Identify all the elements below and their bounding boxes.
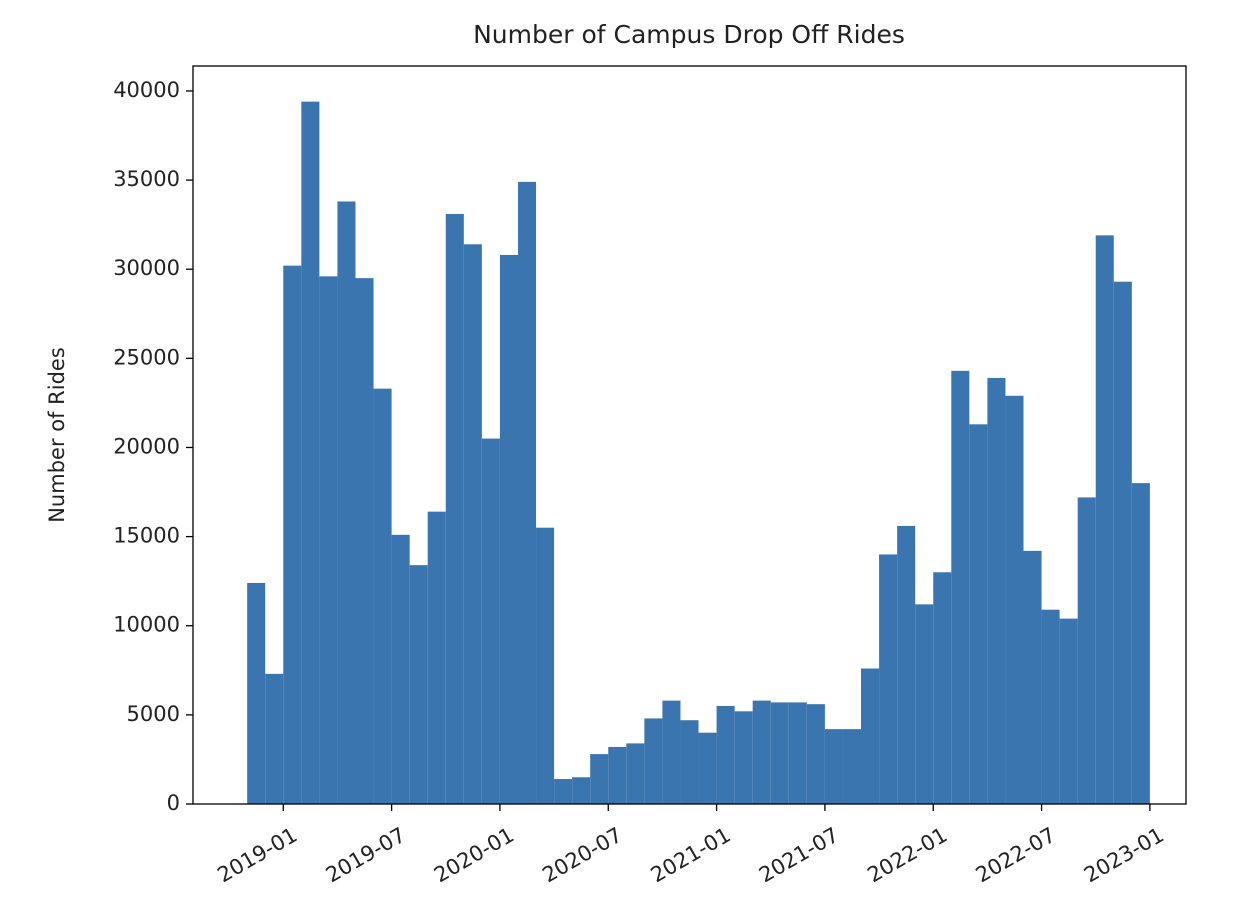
bar [662,700,681,804]
bar [247,582,266,804]
bar [409,565,428,804]
bar [879,554,898,804]
x-tick-label: 2023-01 [1080,823,1168,888]
bar [752,700,771,804]
bar [481,438,500,804]
bar [1113,281,1132,804]
bar [499,254,518,804]
bar [680,720,699,804]
y-tick-label: 40000 [113,78,180,102]
bar [1059,618,1078,804]
bar [1023,550,1042,804]
bar [788,702,807,804]
bar [283,265,302,804]
bar [445,213,464,804]
y-tick-label: 35000 [113,167,180,191]
x-tick-label: 2022-07 [972,823,1060,888]
y-tick-label: 5000 [127,702,180,726]
bar [355,278,374,804]
x-tick-label: 2019-01 [213,823,301,888]
bar [373,388,392,804]
chart-title: Number of Campus Drop Off Rides [473,20,905,49]
y-tick-label: 20000 [113,434,180,458]
bar [1041,609,1060,804]
bar [265,673,284,804]
bar [301,101,320,805]
bar [716,705,735,804]
x-tick-label: 2022-01 [863,823,951,888]
bar [1005,395,1024,804]
bar [319,276,338,804]
bar [536,527,555,804]
y-tick-label: 30000 [113,256,180,280]
bar [842,729,862,804]
bar [734,711,753,804]
bar [861,668,880,804]
bar [1131,483,1150,804]
bar [626,743,645,804]
bar [824,729,843,804]
bar [951,370,970,804]
y-axis-label: Number of Rides [45,347,69,523]
plot-frame [192,65,1187,805]
bar [1077,497,1096,804]
x-tick-label: 2019-07 [322,823,410,888]
bar [987,377,1006,804]
bar [969,424,988,804]
bar [572,777,591,804]
x-tick-label: 2020-07 [538,823,626,888]
bar [337,201,356,804]
y-tick-label: 25000 [113,345,180,369]
y-tick-label: 0 [167,791,180,815]
bar [770,702,789,804]
bar [698,732,717,804]
bar [1095,235,1114,804]
bar [590,754,609,804]
bar [517,181,537,804]
x-tick-label: 2021-01 [647,823,735,888]
bar [463,244,482,804]
x-tick-label: 2021-07 [755,823,843,888]
bar [427,511,446,804]
bar [554,779,573,804]
y-tick-label: 10000 [113,613,180,637]
x-tick-label: 2020-01 [430,823,518,888]
bar [644,718,663,804]
bar [897,525,916,804]
bar [391,534,410,804]
bar [608,746,627,804]
y-tick-label: 15000 [113,524,180,548]
bar [933,572,952,804]
bar [806,704,825,804]
bar [915,604,934,804]
